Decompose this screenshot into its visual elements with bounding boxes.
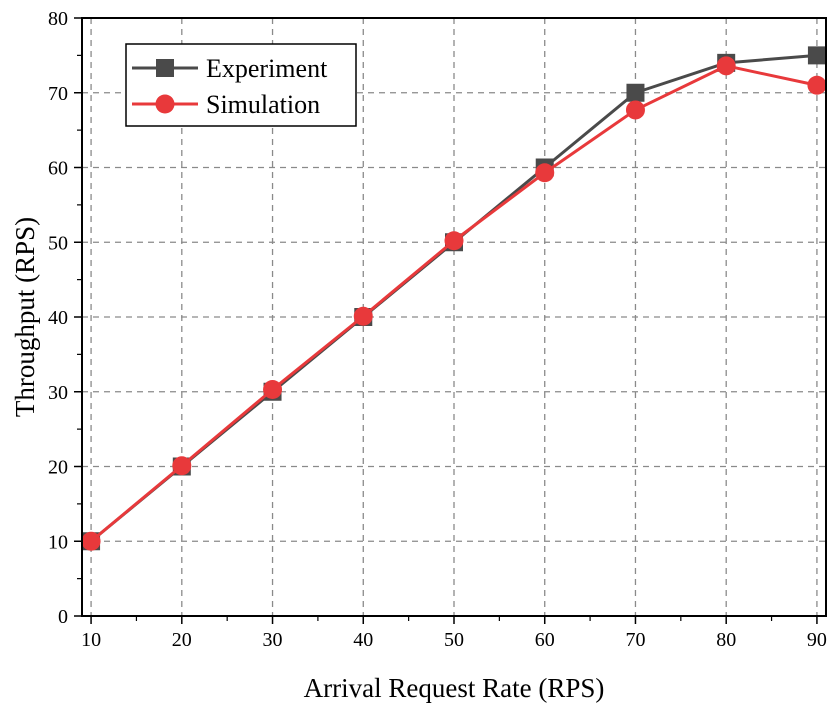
x-tick-label: 70 [625, 629, 645, 651]
y-tick-label: 20 [48, 457, 68, 479]
data-point [716, 56, 736, 76]
x-axis-title: Arrival Request Rate (RPS) [304, 673, 605, 703]
x-tick-label: 10 [81, 629, 101, 651]
x-tick-label: 30 [263, 629, 283, 651]
data-point [444, 231, 464, 251]
data-point [81, 531, 101, 551]
data-point [535, 163, 555, 183]
y-tick-label: 70 [48, 83, 68, 105]
y-tick-label: 50 [48, 232, 68, 254]
x-tick-label: 40 [353, 629, 373, 651]
y-tick-label: 0 [58, 606, 68, 628]
ticks [74, 17, 818, 624]
y-tick-label: 80 [48, 8, 68, 30]
data-point [626, 83, 645, 102]
x-tick-label: 80 [716, 629, 736, 651]
data-point [172, 456, 192, 476]
legend-marker [156, 59, 174, 77]
tick-labels: 10 20 30 40 50 60 70 80 90 0 10 20 30 40 50 60 70 80 [48, 8, 827, 651]
legend-marker [155, 94, 175, 114]
y-tick-label: 60 [48, 158, 68, 180]
x-tick-label: 90 [807, 629, 827, 651]
x-tick-label: 50 [444, 629, 464, 651]
x-tick-label: 60 [535, 629, 555, 651]
series-layer [81, 46, 827, 551]
legend-label: Experiment [206, 54, 328, 83]
legend: Experiment Simulation [125, 43, 357, 127]
data-point [625, 100, 645, 120]
legend-label: Simulation [206, 90, 320, 119]
grid [82, 18, 826, 616]
data-point [263, 380, 283, 400]
x-tick-label: 20 [172, 629, 192, 651]
data-point [807, 46, 826, 65]
data-point [807, 75, 827, 95]
y-tick-label: 30 [48, 382, 68, 404]
series-simulation [81, 56, 827, 551]
y-axis-title: Throughput (RPS) [10, 217, 40, 417]
data-point [353, 306, 373, 326]
y-tick-label: 10 [48, 531, 68, 553]
y-tick-label: 40 [48, 307, 68, 329]
